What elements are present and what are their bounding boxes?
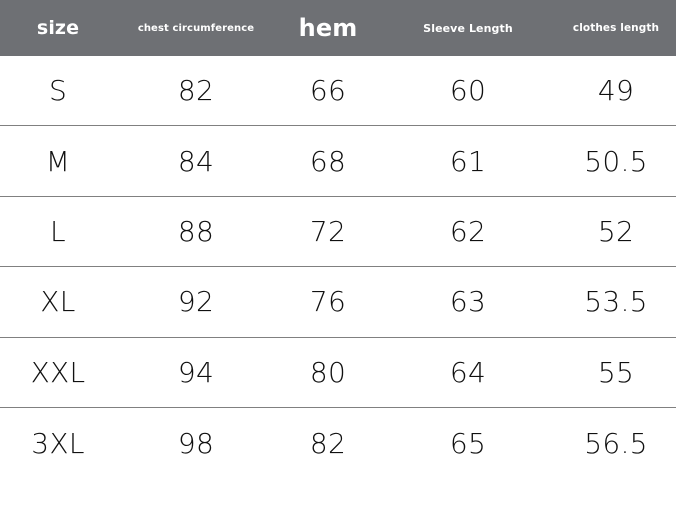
table-row: S 82 66 60 49 <box>0 56 676 127</box>
column-header-clothes-length: clothes length <box>572 22 660 34</box>
cell-sleeve: 64 <box>449 355 487 389</box>
cell-sleeve: 65 <box>449 426 487 460</box>
table-row: L 88 72 62 52 <box>0 197 676 268</box>
cell-chest: 82 <box>177 74 215 108</box>
cell-chest: 84 <box>177 144 215 178</box>
cell-sleeve: 61 <box>449 144 487 178</box>
column-header-hem: hem <box>298 14 358 42</box>
cell-size: M <box>45 144 71 178</box>
column-header-chest-circumference: chest circumference <box>137 22 255 34</box>
column-header-size: size <box>36 17 80 39</box>
cell-hem: 68 <box>309 144 347 178</box>
cell-sleeve: 63 <box>449 285 487 319</box>
table-row: M 84 68 61 50.5 <box>0 126 676 197</box>
table-row: 3XL 98 82 65 56.5 <box>0 408 676 478</box>
cell-size: S <box>48 74 68 108</box>
cell-clothes: 55 <box>597 355 635 389</box>
cell-size: L <box>50 214 66 248</box>
table-header-row: size chest circumference hem Sleeve Leng… <box>0 0 676 56</box>
table-body: S 82 66 60 49 M 84 68 61 50.5 L 88 72 62… <box>0 56 676 508</box>
cell-chest: 88 <box>177 214 215 248</box>
cell-hem: 66 <box>309 74 347 108</box>
cell-hem: 72 <box>309 214 347 248</box>
table-row: XL 92 76 63 53.5 <box>0 267 676 338</box>
cell-size: 3XL <box>31 426 85 460</box>
cell-chest: 98 <box>177 426 215 460</box>
cell-clothes: 56.5 <box>584 426 648 460</box>
cell-chest: 94 <box>177 355 215 389</box>
cell-sleeve: 60 <box>449 74 487 108</box>
cell-hem: 80 <box>309 355 347 389</box>
cell-clothes: 52 <box>597 214 635 248</box>
cell-hem: 76 <box>309 285 347 319</box>
cell-clothes: 53.5 <box>584 285 648 319</box>
cell-size: XL <box>40 285 76 319</box>
cell-chest: 92 <box>177 285 215 319</box>
table-row: XXL 94 80 64 55 <box>0 338 676 408</box>
cell-size: XXL <box>30 355 86 389</box>
cell-clothes: 49 <box>597 74 635 108</box>
cell-clothes: 50.5 <box>584 144 648 178</box>
cell-sleeve: 62 <box>449 214 487 248</box>
cell-hem: 82 <box>309 426 347 460</box>
column-header-sleeve-length: Sleeve Length <box>423 21 513 35</box>
